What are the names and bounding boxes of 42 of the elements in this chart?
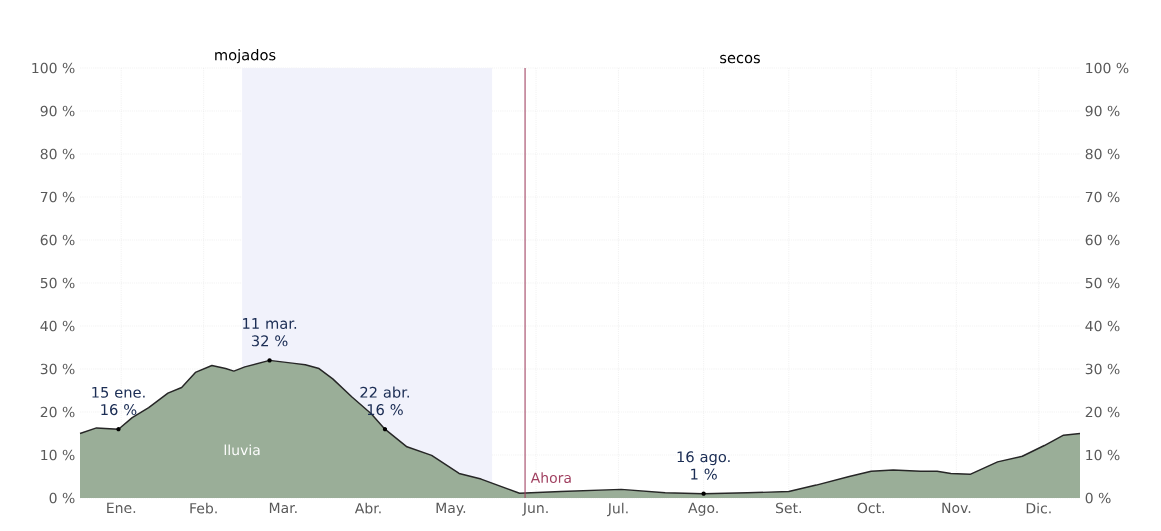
y2-tick-label: 50 % [1085, 277, 1120, 289]
annotation: 22 abr. 16 % [360, 386, 409, 416]
series-label: lluvia [224, 444, 260, 456]
y-tick-label: 70 % [40, 191, 75, 203]
y2-tick-label: 40 % [1085, 320, 1120, 332]
text: secos [720, 54, 760, 64]
y2-tick-label: 0 % [1085, 492, 1111, 504]
y-tick-label: 90 % [40, 105, 75, 117]
y-tick-label: 10 % [41, 449, 75, 461]
text: mojados [215, 49, 276, 64]
y-tick-label: 100 % [32, 62, 75, 74]
annotation: 11 mar. 32 % [243, 318, 297, 347]
y2-tick-label: 80 % [1085, 148, 1120, 160]
y-tick-label: 40 % [40, 320, 75, 332]
x-tick-label: Ene. [107, 502, 136, 514]
x-tick-label: Jul. [607, 502, 628, 517]
y-tick-label: 60 % [40, 234, 75, 246]
x-tick-label: Nov. [942, 502, 971, 514]
y2-tick-label: 10 % [1086, 449, 1120, 461]
x-tick-label: Set. [775, 502, 801, 514]
y-tick-label: 20 % [40, 406, 75, 418]
annotation: 15 ene. 16 % [92, 386, 145, 416]
x-tick-label: Mar. [269, 502, 297, 514]
ref-line-label: Ahora [530, 472, 571, 484]
annotation: 16 ago. 1 % [677, 451, 730, 480]
x-tick-label: Jun. [522, 502, 548, 516]
y2-tick-label: 90 % [1085, 105, 1120, 117]
y2-tick-label: 100 % [1086, 62, 1129, 74]
y-tick-label: 80 % [40, 148, 75, 160]
x-tick-label: Ago. [688, 502, 718, 516]
y2-tick-label: 70 % [1085, 191, 1120, 203]
y2-tick-label: 60 % [1085, 234, 1120, 246]
y2-tick-label: 30 % [1085, 363, 1120, 375]
y-tick-label: 50 % [40, 277, 75, 289]
y-tick-label: 30 % [40, 363, 75, 375]
x-tick-label: Abr. [354, 502, 381, 514]
y-tick-label: 0 % [49, 492, 75, 504]
x-tick-label: Dic. [1026, 502, 1051, 514]
x-tick-label: May. [436, 502, 466, 516]
x-tick-label: Oct. [857, 502, 885, 514]
x-tick-label: Feb. [190, 502, 217, 514]
y2-tick-label: 20 % [1085, 406, 1120, 418]
